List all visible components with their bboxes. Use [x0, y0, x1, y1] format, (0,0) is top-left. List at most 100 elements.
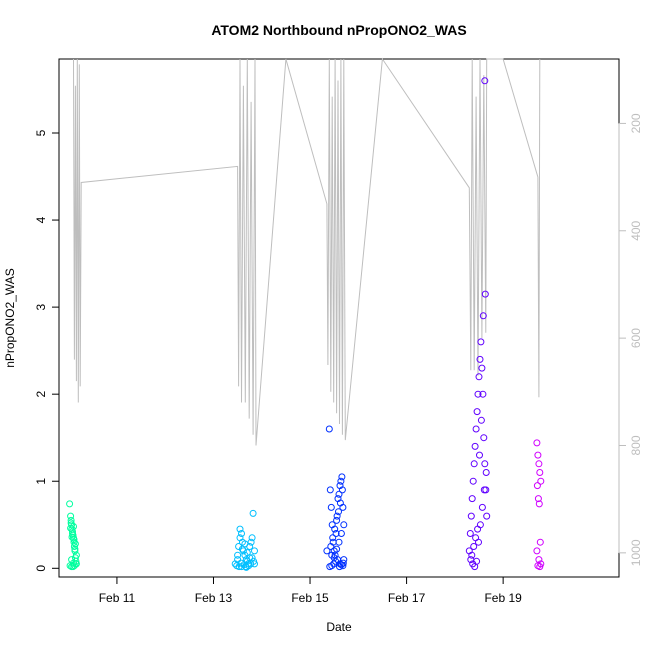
data-point	[477, 338, 485, 346]
x-axis-label: Date	[326, 620, 352, 634]
data-point	[475, 373, 483, 381]
data-point	[473, 408, 481, 416]
data-point	[333, 512, 341, 520]
data-point	[328, 551, 336, 559]
data-point	[66, 500, 74, 508]
data-point	[335, 508, 342, 516]
x-axis: Feb 11 Feb 13 Feb 15 Feb 17 Feb 19	[99, 576, 522, 605]
data-point	[248, 554, 256, 562]
data-point	[533, 547, 541, 555]
data-point	[329, 534, 337, 542]
data-point	[471, 442, 479, 450]
data-point	[236, 525, 244, 533]
data-point	[337, 530, 345, 537]
data-point	[468, 495, 476, 503]
data-point	[243, 549, 251, 557]
data-point	[477, 416, 485, 424]
data-point	[467, 512, 475, 520]
x-tick-label: Feb 11	[99, 591, 136, 605]
data-point	[333, 516, 341, 524]
data-point	[246, 543, 254, 550]
data-point	[533, 482, 541, 490]
data-point	[332, 530, 340, 537]
data-point	[335, 538, 343, 546]
data-point	[466, 530, 474, 537]
y-tick-label: 2	[34, 391, 48, 398]
data-point	[68, 533, 76, 541]
y-tick-label: 5	[34, 129, 48, 136]
data-point	[337, 477, 345, 485]
data-point	[535, 500, 543, 508]
data-point	[537, 477, 545, 485]
data-point	[478, 503, 486, 511]
data-point	[68, 556, 76, 564]
data-point	[236, 534, 244, 542]
chart-title: ATOM2 Northbound nPropONO2_WAS	[211, 22, 466, 38]
data-point	[326, 486, 334, 494]
data-point	[481, 290, 489, 298]
data-point	[325, 425, 333, 433]
data-point	[235, 563, 243, 571]
data-point	[69, 528, 76, 536]
data-point	[536, 563, 544, 571]
data-point	[483, 512, 491, 520]
x-tick-label: Feb 15	[291, 591, 329, 605]
data-point	[472, 534, 480, 542]
data-point	[338, 486, 346, 494]
data-point	[474, 525, 482, 533]
data-point	[327, 503, 335, 511]
data-point	[328, 562, 336, 570]
y2-tick-label: 600	[629, 328, 643, 348]
data-point	[339, 562, 347, 570]
data-point	[238, 530, 245, 537]
data-point	[473, 557, 481, 565]
data-point	[533, 439, 541, 447]
data-point	[70, 523, 77, 530]
data-point	[338, 473, 346, 481]
data-point	[481, 77, 489, 85]
y2-tick-label: 800	[629, 435, 643, 455]
data-point	[242, 563, 250, 571]
data-point	[70, 559, 77, 567]
data-point	[476, 451, 483, 459]
data-point	[534, 495, 542, 503]
data-point	[323, 547, 331, 555]
data-point	[71, 540, 79, 548]
y-tick-label: 0	[34, 565, 48, 572]
data-point	[480, 434, 488, 442]
data-point	[333, 545, 341, 553]
data-point	[248, 534, 256, 542]
data-point	[535, 460, 543, 468]
data-point	[480, 486, 488, 494]
data-point	[534, 451, 542, 459]
data-point	[336, 499, 344, 507]
y-axis-right: 200 400 600 800 1000	[618, 113, 643, 566]
y-tick-label: 4	[34, 216, 48, 223]
y-tick-label: 1	[34, 478, 48, 485]
x-tick-label: Feb 19	[484, 591, 522, 605]
data-point	[336, 563, 343, 571]
data-point	[339, 559, 347, 567]
y2-tick-label: 200	[629, 113, 643, 133]
data-point	[340, 521, 348, 529]
y-tick-label: 3	[34, 303, 48, 310]
data-point	[251, 560, 258, 568]
data-point	[234, 551, 242, 559]
data-point	[67, 512, 75, 520]
data-point	[476, 355, 484, 363]
data-point	[238, 563, 245, 571]
data-point	[469, 477, 477, 485]
data-point	[536, 469, 544, 476]
y2-tick-label: 1000	[629, 539, 643, 566]
data-point	[247, 538, 255, 546]
data-point	[472, 425, 480, 433]
data-point	[481, 460, 489, 468]
pressure-profile-layer	[73, 57, 541, 446]
data-point	[335, 490, 343, 498]
data-point	[478, 364, 486, 372]
data-point	[67, 516, 75, 524]
data-point	[482, 469, 490, 476]
data-point	[470, 460, 478, 468]
data-point	[536, 538, 544, 546]
